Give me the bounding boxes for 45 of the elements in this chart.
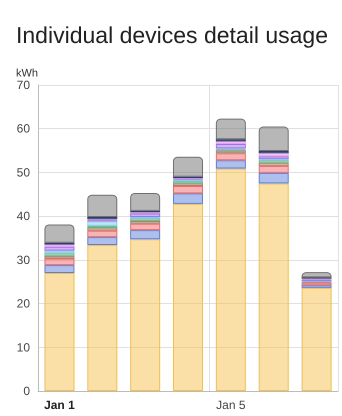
bar [130, 214, 160, 218]
bar [258, 172, 289, 184]
bar [44, 272, 74, 391]
x-tick-label: Jan 1 [44, 398, 76, 412]
bar [87, 194, 118, 218]
bar [216, 160, 246, 168]
bar [87, 244, 118, 391]
bar [44, 224, 74, 243]
bar [302, 288, 332, 391]
bar [130, 230, 160, 240]
bar [173, 186, 203, 194]
bar [216, 144, 246, 148]
bar [216, 153, 246, 160]
bar [173, 193, 203, 204]
bar [130, 192, 160, 211]
y-tick-label: 50 [16, 165, 30, 180]
bar [87, 221, 118, 226]
y-tick-label: 0 [23, 384, 30, 398]
bar [130, 239, 160, 391]
bar [44, 246, 74, 251]
bar [258, 126, 289, 152]
bar [87, 230, 118, 238]
bar [258, 162, 289, 166]
bar [44, 265, 74, 273]
bar [258, 153, 289, 156]
bar [258, 166, 289, 173]
bar [302, 272, 332, 278]
x-tick-label: Jan 5 [216, 398, 246, 412]
y-tick-label: 60 [16, 122, 30, 136]
bar [258, 183, 289, 391]
bar [87, 237, 118, 245]
bar [216, 168, 246, 391]
y-axis-title: kWh [16, 68, 38, 80]
y-tick-label: 20 [16, 296, 30, 311]
y-tick-label: 30 [16, 252, 30, 267]
chart-title: Individual devices detail usage [16, 22, 328, 49]
bar [216, 118, 246, 140]
bar [87, 228, 118, 231]
bar [130, 224, 160, 230]
y-tick-label: 70 [16, 78, 30, 92]
bar [173, 204, 203, 391]
bar [173, 156, 203, 177]
y-tick-label: 10 [16, 340, 30, 354]
y-tick-label: 40 [16, 209, 30, 224]
bar [44, 258, 74, 266]
